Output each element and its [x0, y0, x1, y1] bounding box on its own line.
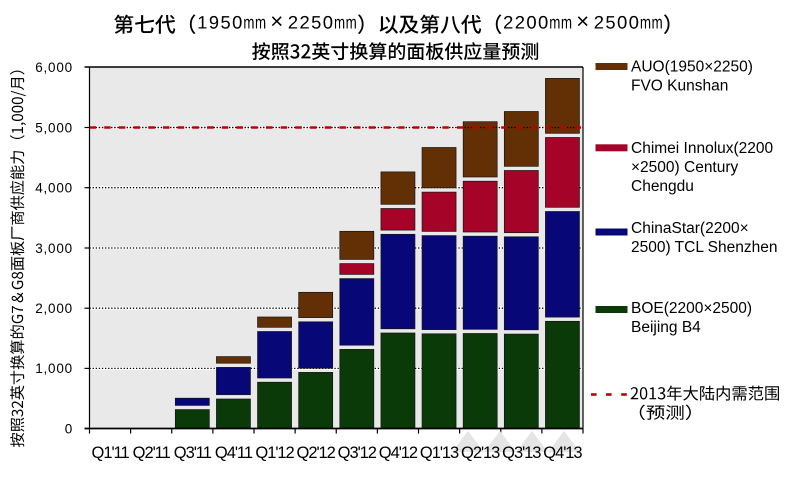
svg-text:2500) TCL Shenzhen: 2500) TCL Shenzhen — [631, 239, 778, 256]
svg-text:0: 0 — [65, 421, 73, 436]
svg-text:×2500) Century: ×2500) Century — [631, 159, 739, 176]
svg-text:FVO Kunshan: FVO Kunshan — [631, 78, 728, 95]
svg-text:6,000: 6,000 — [35, 60, 73, 75]
svg-text:Q4'13: Q4'13 — [543, 444, 582, 462]
svg-text:Q3'11: Q3'11 — [174, 444, 212, 462]
svg-text:3,000: 3,000 — [35, 241, 73, 256]
svg-text:Q3'12: Q3'12 — [338, 444, 377, 462]
svg-text:2,000: 2,000 — [35, 301, 73, 316]
svg-text:Chimei Innolux(2200: Chimei Innolux(2200 — [631, 140, 774, 157]
svg-text:Q3'13: Q3'13 — [502, 444, 541, 462]
svg-text:AUO(1950×2250): AUO(1950×2250) — [631, 59, 753, 76]
svg-text:BOE(2200×2500): BOE(2200×2500) — [631, 300, 752, 317]
svg-text:Q4'12: Q4'12 — [379, 444, 418, 462]
svg-text:Q2'11: Q2'11 — [133, 444, 171, 462]
svg-text:Q1'11: Q1'11 — [92, 444, 130, 462]
svg-text:1,000: 1,000 — [35, 361, 73, 376]
svg-text:Beijing B4: Beijing B4 — [631, 319, 701, 336]
svg-text:Q4'11: Q4'11 — [215, 444, 253, 462]
svg-text:4,000: 4,000 — [35, 181, 73, 196]
svg-text:Q2'12: Q2'12 — [297, 444, 336, 462]
svg-text:Q1'13: Q1'13 — [420, 444, 459, 462]
svg-text:Chengdu: Chengdu — [631, 178, 694, 195]
svg-text:5,000: 5,000 — [35, 120, 73, 135]
svg-text:Q2'13: Q2'13 — [461, 444, 500, 462]
svg-text:Q1'12: Q1'12 — [255, 444, 294, 462]
svg-text:ChinaStar(2200×: ChinaStar(2200× — [631, 220, 749, 237]
